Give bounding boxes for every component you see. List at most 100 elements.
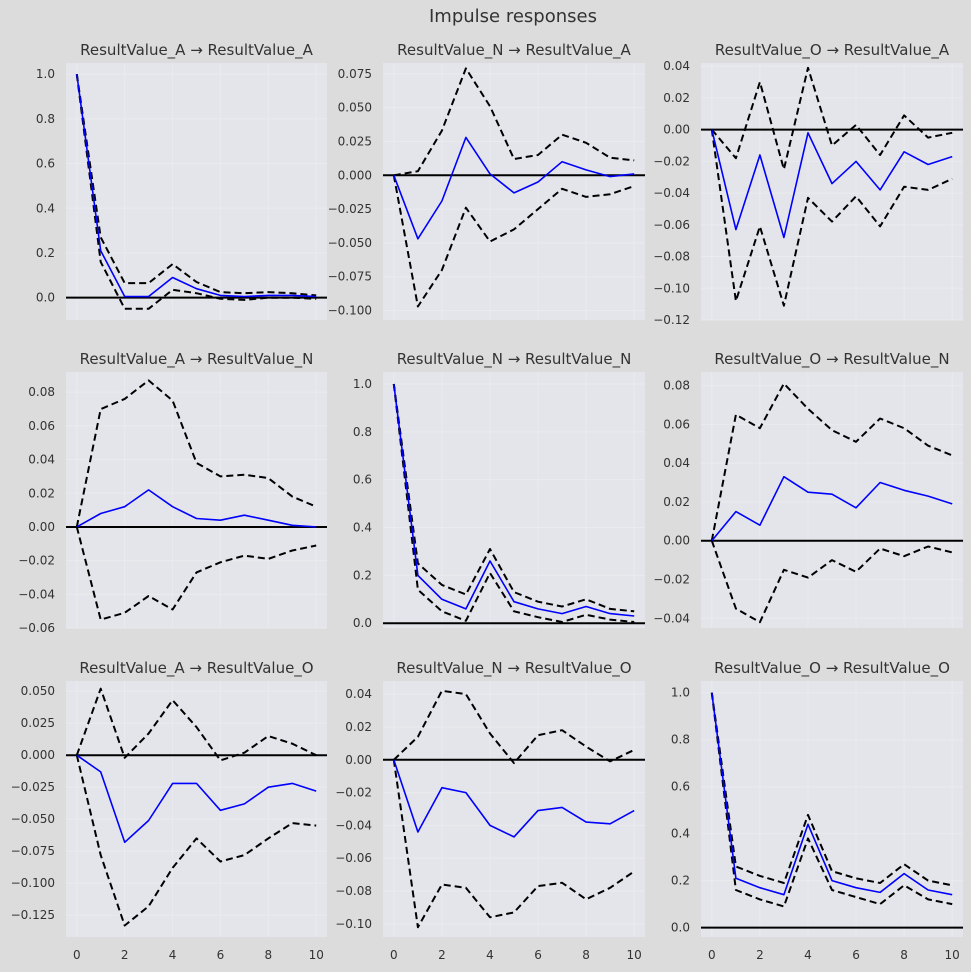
y-tick-label: −0.050 xyxy=(328,236,372,250)
y-tick-label: −0.075 xyxy=(328,270,372,284)
y-tick-label: 0.4 xyxy=(671,827,690,841)
y-tick-label: −0.08 xyxy=(653,250,690,264)
y-tick-label: −0.025 xyxy=(328,202,372,216)
y-tick-label: 0.02 xyxy=(28,486,55,500)
y-tick-label: 0.6 xyxy=(671,780,690,794)
y-tick-label: 0.02 xyxy=(345,720,372,734)
y-tick-label: −0.02 xyxy=(653,154,690,168)
irf-panel-1: 1.0 0.8 0.6 0.4 0.2 0.0 ResultValue_A → Result… xyxy=(36,41,327,320)
panel-title: ResultValue_O → ResultValue_A xyxy=(715,41,950,60)
y-tick-label: 0.4 xyxy=(36,201,55,215)
irf-panel-9: 1.0 0.8 0.6 0.4 0.2 0.0 0 2 4 6 8 10 ResultValue_O →… xyxy=(671,659,963,962)
x-tick-label: 0 xyxy=(73,948,81,962)
panel-title: ResultValue_A → ResultValue_O xyxy=(79,659,313,678)
lower-band-line xyxy=(710,129,953,307)
upper-band-line xyxy=(393,689,635,765)
plot-area xyxy=(383,681,645,937)
plot-area xyxy=(66,372,327,628)
x-tick-label: 4 xyxy=(486,948,494,962)
plot-area xyxy=(66,63,327,320)
y-tick-label: 0.8 xyxy=(671,733,690,747)
y-tick-label: −0.10 xyxy=(653,281,690,295)
x-tick-label: 8 xyxy=(582,948,590,962)
y-tick-label: 0.06 xyxy=(28,419,55,433)
y-tick-label: −0.06 xyxy=(18,621,55,635)
irf-panel-5: 1.0 0.8 0.6 0.4 0.2 0.0 ResultValue_N → Result… xyxy=(353,350,645,630)
irf-panel-7: 0.050 0.025 0.000 −0.025 −0.050 −0.075 −0.100 −… xyxy=(11,659,327,962)
y-tick-label: −0.125 xyxy=(11,908,55,922)
y-tick-label: 0.2 xyxy=(36,246,55,260)
x-tick-label: 2 xyxy=(121,948,129,962)
y-tick-label: 0.8 xyxy=(36,112,55,126)
y-tick-label: −0.075 xyxy=(11,844,55,858)
x-tick-label: 8 xyxy=(265,948,273,962)
upper-band-line xyxy=(75,379,317,528)
x-tick-label: 6 xyxy=(852,948,860,962)
irf-line xyxy=(393,136,635,240)
panel-title: ResultValue_A → ResultValue_A xyxy=(80,41,313,60)
y-tick-label: −0.02 xyxy=(653,573,690,587)
panel-grid: 1.0 0.8 0.6 0.4 0.2 0.0 ResultValue_A → Result… xyxy=(11,41,963,962)
y-tick-label: 0.4 xyxy=(353,521,372,535)
x-tick-label: 0 xyxy=(708,948,716,962)
plot-area xyxy=(701,372,963,628)
irf-line xyxy=(711,475,953,542)
y-tick-label: −0.050 xyxy=(11,812,55,826)
figure-title: Impulse responses xyxy=(429,6,597,27)
y-tick-label: 0.6 xyxy=(36,157,55,171)
y-tick-label: 1.0 xyxy=(36,67,55,81)
irf-line xyxy=(76,74,317,298)
y-tick-label: −0.04 xyxy=(653,186,690,200)
y-tick-label: 0.075 xyxy=(338,67,372,81)
y-tick-label: 0.04 xyxy=(345,687,372,701)
panel-title: ResultValue_O → ResultValue_O xyxy=(714,659,950,678)
plot-area xyxy=(383,372,645,628)
irf-line xyxy=(76,754,317,844)
y-tick-label: 0.2 xyxy=(671,874,690,888)
panel-title: ResultValue_A → ResultValue_N xyxy=(80,350,314,369)
lower-band-line xyxy=(710,540,953,624)
y-tick-label: 0.06 xyxy=(663,417,690,431)
y-tick-label: −0.02 xyxy=(18,554,55,568)
y-tick-label: 0.000 xyxy=(21,748,55,762)
y-tick-label: 0.025 xyxy=(21,716,55,730)
panel-title: ResultValue_O → ResultValue_N xyxy=(714,350,949,369)
x-tick-label: 4 xyxy=(169,948,177,962)
y-tick-label: 0.04 xyxy=(28,453,55,467)
irf-line xyxy=(711,129,953,239)
plot-area xyxy=(701,681,963,937)
x-tick-label: 2 xyxy=(438,948,446,962)
irf-line xyxy=(711,692,953,896)
y-tick-label: −0.06 xyxy=(653,218,690,232)
y-tick-label: −0.08 xyxy=(335,884,372,898)
y-tick-label: −0.100 xyxy=(328,304,372,318)
y-tick-label: −0.04 xyxy=(335,818,372,832)
y-tick-label: 0.00 xyxy=(663,123,690,137)
y-tick-label: 0.0 xyxy=(671,921,690,935)
irf-panel-4: 0.08 0.06 0.04 0.02 0.00 −0.02 −0.04 −0.06 Resul… xyxy=(18,350,327,635)
y-tick-label: 0.04 xyxy=(663,59,690,73)
y-tick-label: 0.00 xyxy=(663,534,690,548)
x-tick-label: 6 xyxy=(534,948,542,962)
y-tick-label: 0.050 xyxy=(21,684,55,698)
y-tick-label: 0.08 xyxy=(663,379,690,393)
irf-line xyxy=(393,383,635,617)
x-tick-label: 2 xyxy=(756,948,764,962)
panel-title: ResultValue_N → ResultValue_A xyxy=(397,41,631,60)
upper-band-line xyxy=(75,687,317,762)
y-tick-label: 0.00 xyxy=(345,753,372,767)
x-tick-label: 4 xyxy=(804,948,812,962)
upper-band-line xyxy=(392,383,635,613)
irf-panel-2: 0.075 0.050 0.025 0.000 −0.025 −0.050 −0.075 −0… xyxy=(328,41,645,320)
y-tick-label: −0.100 xyxy=(11,876,55,890)
irf-panel-6: 0.08 0.06 0.04 0.02 0.00 −0.02 −0.04 ResultValu… xyxy=(653,350,963,628)
plot-area xyxy=(66,681,327,937)
y-tick-label: −0.04 xyxy=(18,587,55,601)
y-tick-label: 0.02 xyxy=(663,91,690,105)
irf-line xyxy=(393,759,635,838)
y-tick-label: 1.0 xyxy=(353,377,372,391)
y-tick-label: −0.06 xyxy=(335,851,372,865)
lower-band-line xyxy=(392,175,635,308)
y-tick-label: 0.04 xyxy=(663,456,690,470)
